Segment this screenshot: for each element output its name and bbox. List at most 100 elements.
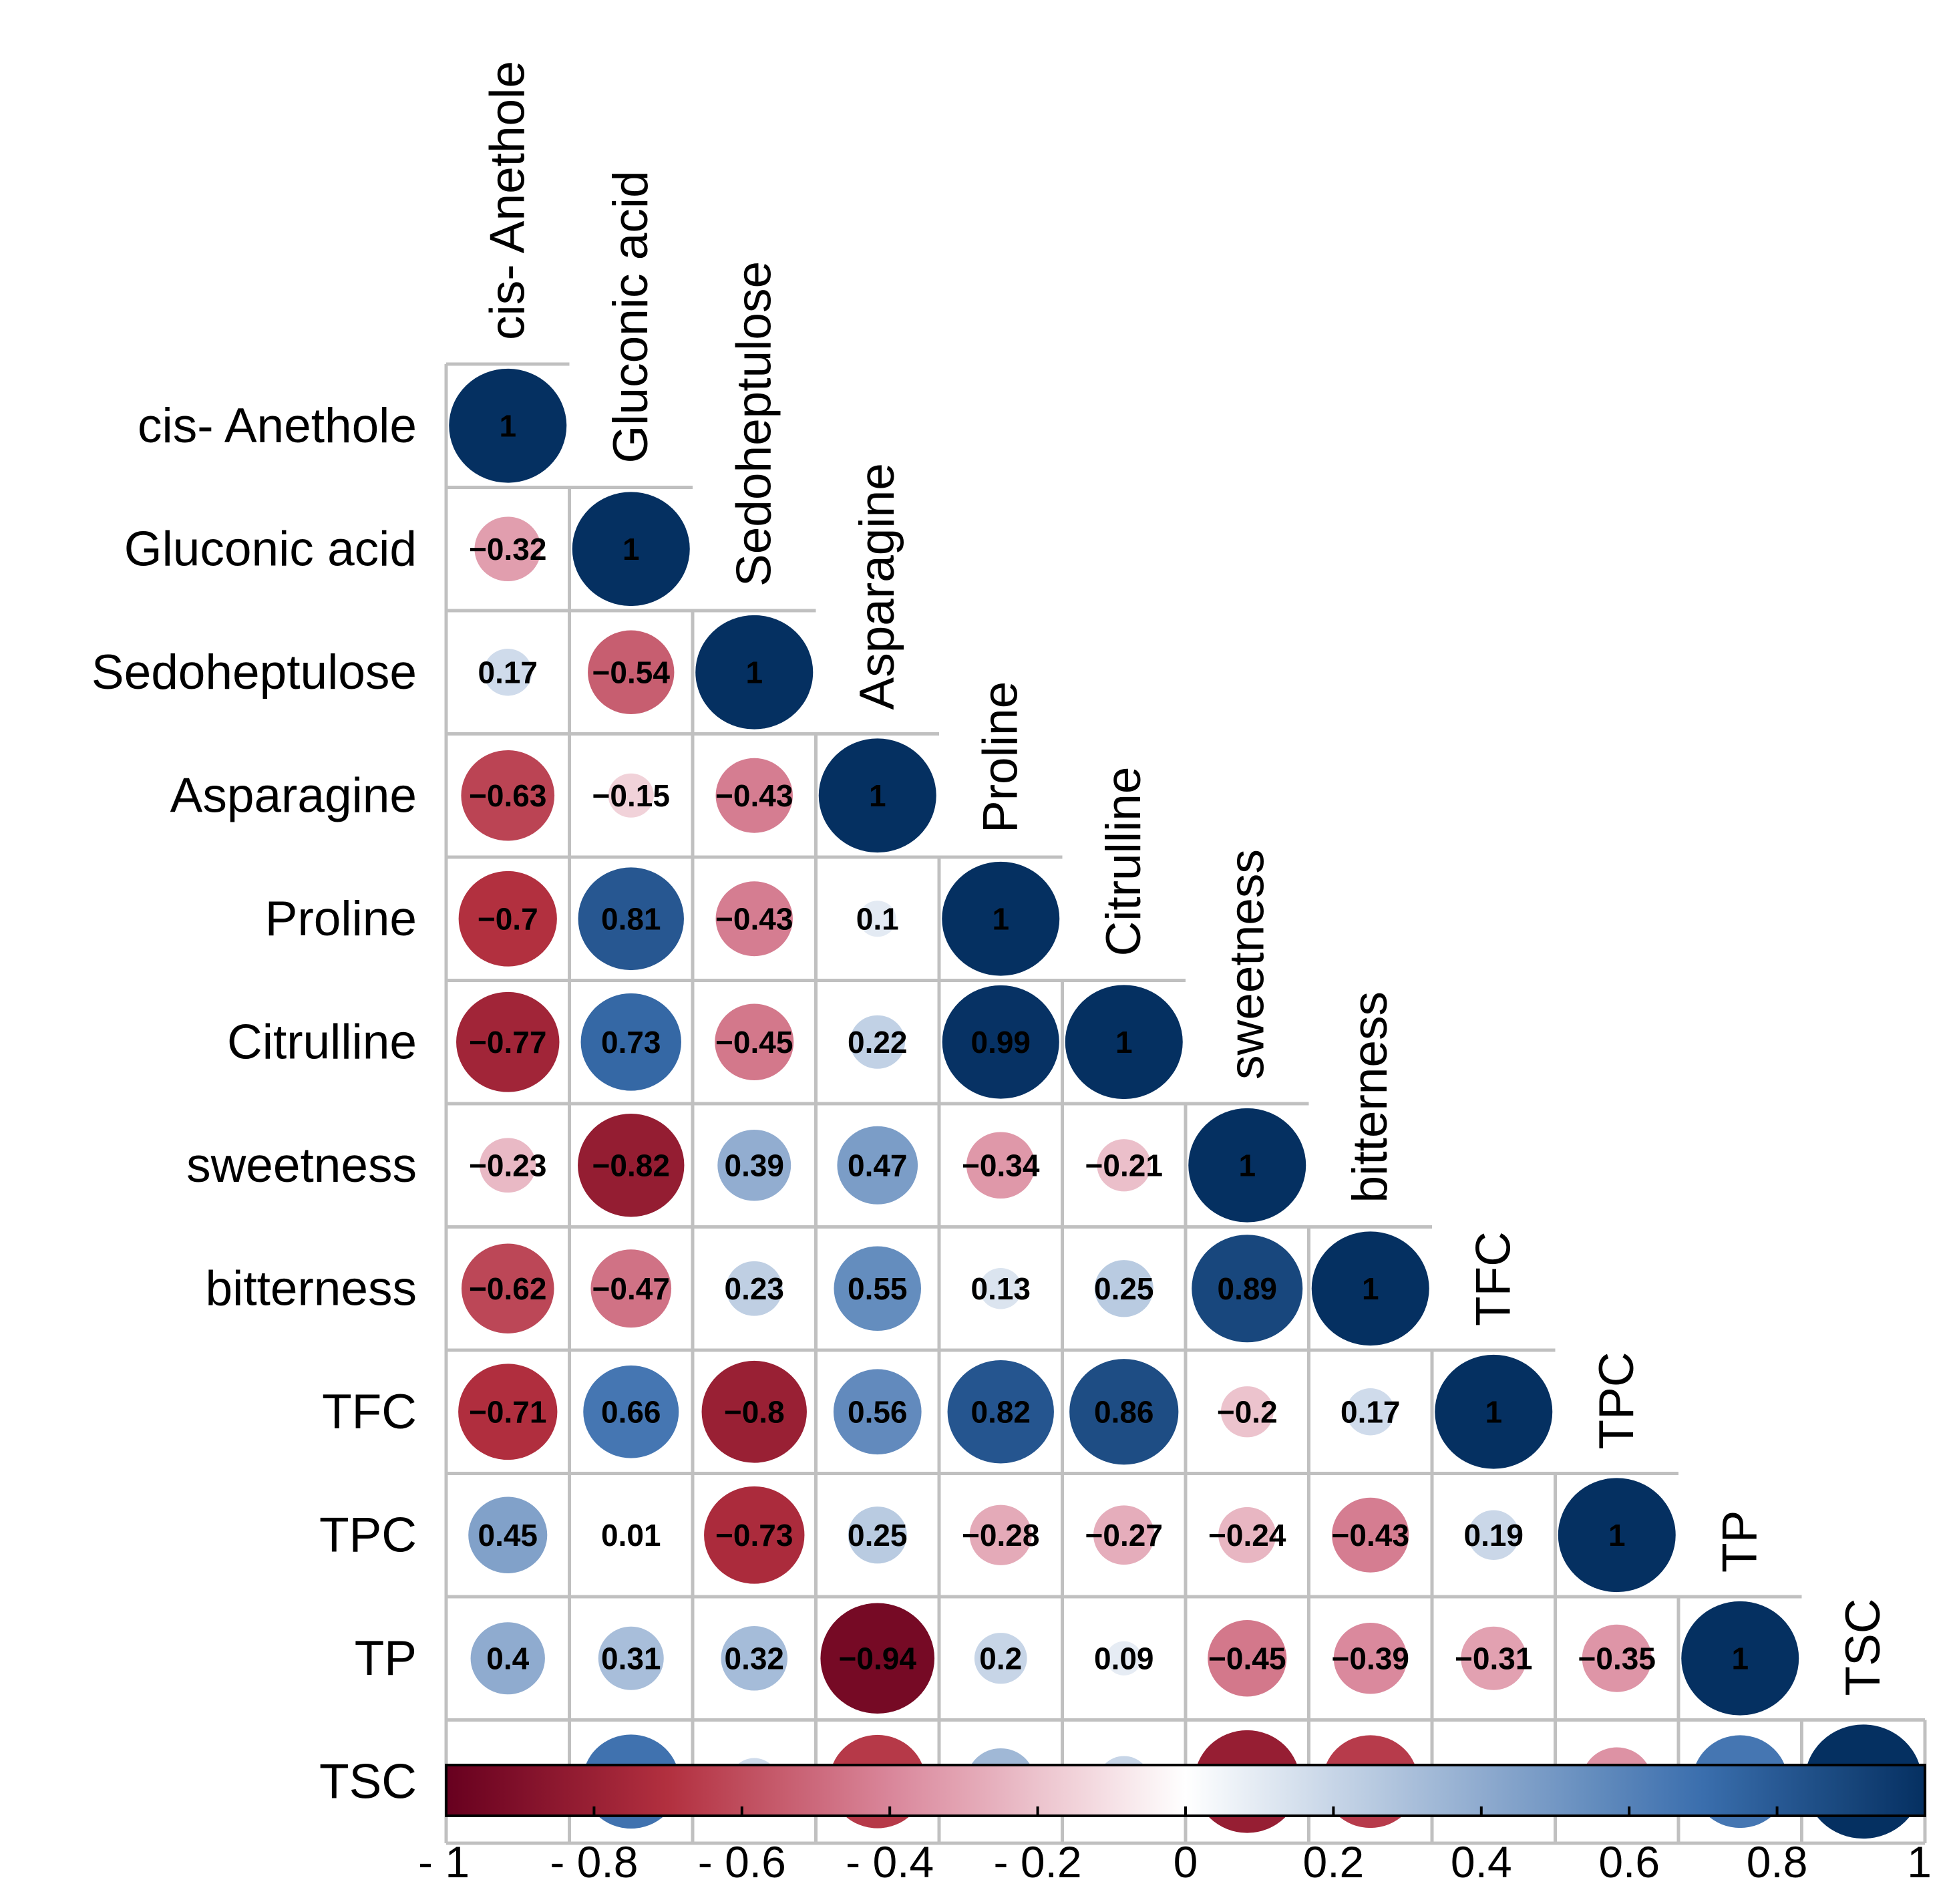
column-label-asparagine: Asparagine — [850, 463, 904, 709]
corr-value: 0.4 — [486, 1641, 529, 1676]
corr-circle — [1208, 1619, 1287, 1697]
corr-circle — [715, 881, 793, 957]
corr-circle — [458, 1364, 558, 1460]
corr-circle — [974, 1633, 1027, 1684]
corr-value: 1 — [869, 778, 886, 813]
corr-value: −0.8 — [724, 1394, 785, 1429]
corr-circle — [1346, 1388, 1395, 1436]
row-label-proline: Proline — [265, 892, 417, 946]
corr-circle — [701, 1360, 807, 1463]
corr-circle — [837, 1126, 918, 1205]
corr-value: −0.73 — [715, 1518, 793, 1553]
corr-circle — [1106, 1641, 1142, 1676]
corr-value: 0.45 — [478, 1518, 538, 1553]
corr-circle — [1332, 1497, 1409, 1573]
corr-value: −0.21 — [1085, 1148, 1163, 1182]
corr-value: 0.81 — [601, 901, 661, 936]
corr-value: 0.82 — [970, 1394, 1031, 1429]
corr-circle — [1188, 1108, 1306, 1223]
color-legend: - 1 - 0.8 - 0.6 - 0.4 - 0.2 0 0.2 0.4 0.6 0.8 1 — [418, 1764, 1932, 1887]
corr-value: −0.43 — [715, 901, 793, 936]
corr-circle — [625, 1529, 637, 1541]
corr-value: −0.27 — [1085, 1518, 1163, 1553]
corr-value: −0.2 — [1217, 1394, 1278, 1429]
corr-value: 0.13 — [970, 1271, 1031, 1306]
corr-circle — [1065, 985, 1183, 1100]
corr-value: 0.99 — [970, 1025, 1031, 1060]
corr-value: 0.17 — [1341, 1394, 1401, 1429]
corr-value: −0.43 — [715, 778, 793, 813]
corr-value: 1 — [992, 901, 1009, 936]
column-label-tsc: TSC — [1836, 1599, 1890, 1696]
corr-value: 0.86 — [1094, 1394, 1154, 1429]
corr-value: 0.32 — [724, 1641, 784, 1676]
corr-value: 0.73 — [601, 1025, 661, 1060]
row-label-gluconic-acid: Gluconic acid — [124, 522, 417, 576]
corr-circle — [979, 1267, 1022, 1309]
corr-value: −0.45 — [715, 1025, 793, 1060]
corr-circle — [474, 516, 542, 582]
colorbar-tick-label: - 0.8 — [550, 1837, 638, 1887]
corr-value: 0.2 — [979, 1641, 1022, 1676]
corr-circle — [942, 985, 1059, 1099]
corr-value: 1 — [1608, 1518, 1626, 1553]
corr-value: −0.24 — [1208, 1518, 1286, 1553]
corr-circle — [726, 1261, 783, 1316]
corr-circle — [969, 1504, 1032, 1565]
corr-value: 1 — [1115, 1025, 1133, 1060]
corr-value: −0.35 — [1578, 1641, 1656, 1676]
row-label-tpc: TPC — [319, 1508, 417, 1562]
corr-value: −0.47 — [592, 1271, 670, 1306]
column-label-proline: Proline — [973, 681, 1027, 833]
corr-circle — [1192, 1235, 1303, 1343]
corr-circle — [695, 615, 814, 730]
corr-circle — [820, 1603, 935, 1714]
corr-circle — [461, 1243, 554, 1333]
corr-circle — [468, 1496, 548, 1574]
corr-circle — [947, 1360, 1054, 1464]
corr-circle — [590, 1249, 672, 1328]
corr-value: 0.89 — [1217, 1271, 1277, 1306]
corr-value: −0.23 — [469, 1148, 546, 1182]
corr-value: 0.09 — [1094, 1641, 1154, 1676]
corr-circle — [572, 492, 690, 607]
corr-value: 0.56 — [848, 1394, 908, 1429]
corr-circle — [449, 368, 567, 483]
corr-value: −0.62 — [469, 1271, 546, 1306]
corr-value: 0.1 — [856, 901, 899, 936]
corr-circle — [1218, 1506, 1276, 1563]
corr-value: 1 — [745, 655, 763, 689]
corr-value: −0.71 — [469, 1394, 546, 1429]
corr-value: 0.31 — [601, 1641, 661, 1676]
colorbar-tick-label: 0.6 — [1598, 1837, 1660, 1887]
corr-value: 0.19 — [1463, 1518, 1524, 1553]
corr-circle — [850, 1015, 906, 1069]
corr-value: −0.63 — [469, 778, 546, 813]
corr-circle — [721, 1625, 788, 1691]
corr-circle — [717, 1129, 791, 1201]
corr-circle — [470, 1622, 545, 1695]
corr-value: −0.32 — [469, 532, 546, 567]
column-label-tp: TP — [1713, 1511, 1767, 1573]
corr-value: −0.34 — [962, 1148, 1040, 1182]
corr-value: −0.39 — [1332, 1641, 1409, 1676]
corr-circle — [833, 1369, 922, 1455]
corr-circle — [966, 1132, 1035, 1199]
corr-value: −0.15 — [592, 778, 670, 813]
colorbar-tick-label: 0 — [1174, 1837, 1198, 1887]
corr-circle — [1094, 1260, 1153, 1317]
row-label-asparagine: Asparagine — [170, 768, 417, 822]
column-labels: cis- Anethole Gluconic acid Sedoheptulose A… — [480, 61, 1890, 1696]
corr-circle — [715, 1003, 794, 1081]
corr-value: 0.01 — [601, 1518, 661, 1553]
corr-circle — [598, 1626, 664, 1690]
corr-circle — [1467, 1510, 1520, 1560]
corr-value: 0.39 — [724, 1148, 784, 1182]
corr-value: 0.22 — [848, 1025, 908, 1060]
colorbar-tick-label: 1 — [1907, 1837, 1932, 1887]
corr-circle — [1461, 1626, 1527, 1690]
corr-value: 1 — [1731, 1641, 1749, 1676]
colorbar-tick-label: 0.8 — [1747, 1837, 1808, 1887]
corr-value: −0.31 — [1455, 1641, 1532, 1676]
